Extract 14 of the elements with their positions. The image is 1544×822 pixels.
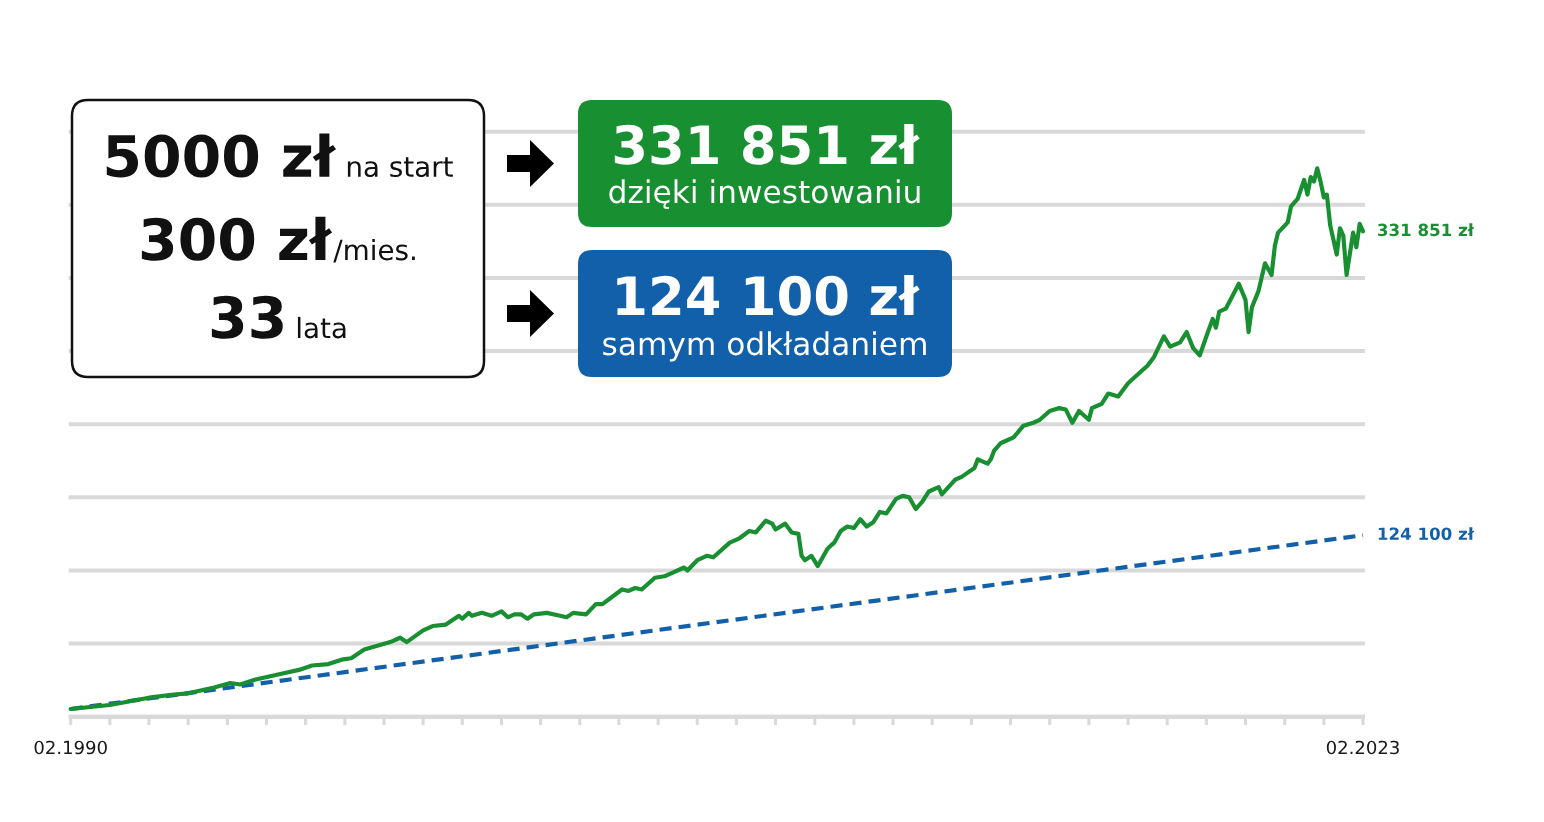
annotation: 5000 zł	[106, 133, 337, 178]
annotation: /mies.	[333, 238, 415, 263]
data-label: 331 851 zł	[1378, 223, 1475, 237]
x-tick-label: 02.1990	[34, 740, 107, 755]
annotation: na start	[347, 157, 453, 178]
annotation: samym odkładaniem	[603, 331, 926, 362]
annotation: 300 zł	[141, 216, 333, 261]
annotation: lata	[297, 316, 346, 339]
data-label: 124 100 zł	[1378, 527, 1475, 541]
annotation: 331 851 zł	[614, 123, 920, 165]
annotation: 33	[211, 295, 283, 339]
annotation: 124 100 zł	[617, 274, 920, 316]
x-tick-label: 02.2023	[1326, 740, 1399, 755]
annotation: dzięki inwestowaniu	[609, 179, 920, 210]
